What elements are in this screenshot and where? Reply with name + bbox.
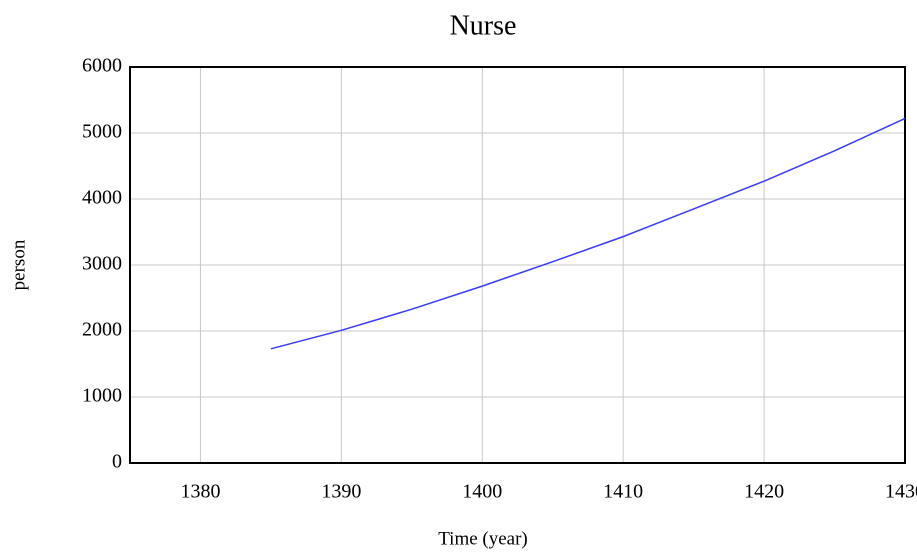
chart-title: Nurse <box>450 10 517 41</box>
y-tick-label: 2000 <box>82 319 122 341</box>
plot-frame <box>129 66 906 464</box>
x-tick-label: 1380 <box>180 481 220 503</box>
y-tick-label: 4000 <box>82 187 122 209</box>
x-tick-label: 1420 <box>744 481 784 503</box>
x-axis-label: Time (year) <box>438 528 528 549</box>
x-tick-label: 1400 <box>462 481 502 503</box>
x-tick-label: 1390 <box>321 481 361 503</box>
x-tick-label: 1410 <box>603 481 643 503</box>
y-tick-label: 5000 <box>82 121 122 143</box>
y-tick-label: 3000 <box>82 253 122 275</box>
x-tick-label: 1430 <box>885 481 917 503</box>
y-axis-label: person <box>8 239 29 290</box>
y-tick-label: 6000 <box>82 55 122 77</box>
y-tick-label: 0 <box>112 451 122 473</box>
data-line <box>270 117 906 350</box>
y-tick-label: 1000 <box>82 385 122 407</box>
